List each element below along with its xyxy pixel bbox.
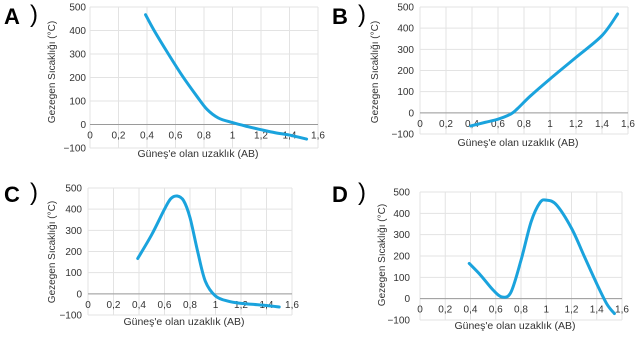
- x-axis-label: Güneş'e olan uzaklık (AB): [454, 320, 575, 332]
- x-tick-label: 1: [547, 119, 553, 130]
- series-line: [467, 198, 616, 316]
- y-tick-label: 300: [69, 50, 86, 61]
- y-tick-label: −100: [387, 316, 410, 327]
- y-tick-label: 200: [69, 73, 86, 84]
- x-tick-label: 0,4: [464, 305, 478, 316]
- y-tick-label: −100: [63, 144, 86, 155]
- x-tick-label: 1,2: [569, 119, 583, 130]
- x-tick-label: 0,2: [107, 300, 121, 311]
- y-tick-label: 100: [393, 273, 410, 284]
- y-tick-label: 0: [80, 120, 86, 131]
- y-axis-label: Gezegen Sıcaklığı (°C): [47, 201, 58, 303]
- y-tick-label: 300: [65, 226, 82, 237]
- y-tick-label: 100: [65, 268, 82, 279]
- x-tick-label: 0,2: [112, 131, 126, 142]
- x-axis-label: Güneş'e olan uzaklık (AB): [137, 148, 258, 160]
- y-tick-label: 100: [397, 87, 414, 98]
- y-tick-label: 300: [397, 45, 414, 56]
- y-tick-label: 100: [69, 97, 86, 108]
- x-tick-label: 0,6: [491, 119, 505, 130]
- x-tick-label: 0,8: [517, 119, 531, 130]
- x-tick-label: 0,2: [439, 119, 453, 130]
- y-tick-label: 500: [65, 184, 82, 195]
- x-axis-label: Güneş'e olan uzaklık (AB): [457, 137, 578, 149]
- panel-label-c: C: [4, 182, 20, 207]
- series-line: [144, 13, 309, 141]
- x-tick-label: 1,6: [311, 131, 325, 142]
- x-tick-label: 1,4: [590, 305, 604, 316]
- y-axis-label: Gezegen Sıcaklığı (°C): [47, 21, 58, 123]
- x-tick-label: 1: [213, 300, 219, 311]
- y-axis-label: Gezegen Sıcaklığı (°C): [377, 204, 388, 306]
- x-tick-label: 0,2: [438, 305, 452, 316]
- y-tick-label: 400: [393, 209, 410, 220]
- x-tick-label: 0,8: [197, 131, 211, 142]
- series-line: [136, 194, 281, 309]
- panel-paren-b: ): [358, 1, 366, 28]
- x-tick-label: 1: [230, 131, 236, 142]
- x-tick-label: 0,4: [132, 300, 146, 311]
- x-tick-label: 0: [85, 300, 91, 311]
- x-tick-label: 0,6: [169, 131, 183, 142]
- y-tick-label: 0: [408, 108, 414, 119]
- y-tick-label: −100: [391, 130, 414, 141]
- panel-paren-d: ): [358, 179, 366, 206]
- y-tick-label: 200: [393, 252, 410, 263]
- y-tick-label: 400: [397, 24, 414, 35]
- y-tick-label: 400: [65, 205, 82, 216]
- panel-label-a: A: [4, 4, 20, 29]
- y-tick-label: 0: [404, 294, 410, 305]
- x-tick-label: 0: [417, 305, 423, 316]
- x-tick-label: 1,6: [621, 119, 635, 130]
- x-tick-label: 1,4: [595, 119, 609, 130]
- y-tick-label: 500: [69, 3, 86, 14]
- y-tick-label: 200: [397, 66, 414, 77]
- x-tick-label: 0: [417, 119, 423, 130]
- y-tick-label: 500: [393, 188, 410, 199]
- x-tick-label: 1,2: [234, 300, 248, 311]
- y-tick-label: 500: [397, 3, 414, 14]
- panel-label-d: D: [332, 182, 348, 207]
- y-tick-label: 300: [393, 230, 410, 241]
- x-tick-label: 1,6: [615, 305, 629, 316]
- panel-label-b: B: [332, 4, 348, 29]
- y-tick-label: 400: [69, 26, 86, 37]
- x-tick-label: 1,2: [565, 305, 579, 316]
- x-tick-label: 0,6: [489, 305, 503, 316]
- x-tick-label: 1,2: [254, 131, 268, 142]
- y-axis-label: Gezegen Sıcaklığı (°C): [370, 21, 381, 123]
- x-tick-label: 0: [87, 131, 93, 142]
- y-tick-label: −100: [59, 311, 82, 322]
- x-tick-label: 0,4: [140, 131, 154, 142]
- panel-paren-a: ): [30, 1, 38, 28]
- panel-paren-c: ): [30, 179, 38, 206]
- x-axis-label: Güneş'e olan uzaklık (AB): [123, 316, 244, 328]
- y-tick-label: 0: [76, 289, 82, 300]
- x-tick-label: 0,6: [158, 300, 172, 311]
- series-line: [469, 12, 620, 128]
- y-tick-label: 200: [65, 247, 82, 258]
- x-tick-label: 0,8: [183, 300, 197, 311]
- x-tick-label: 1,6: [285, 300, 299, 311]
- x-tick-label: 1: [543, 305, 549, 316]
- x-tick-label: 0,8: [514, 305, 528, 316]
